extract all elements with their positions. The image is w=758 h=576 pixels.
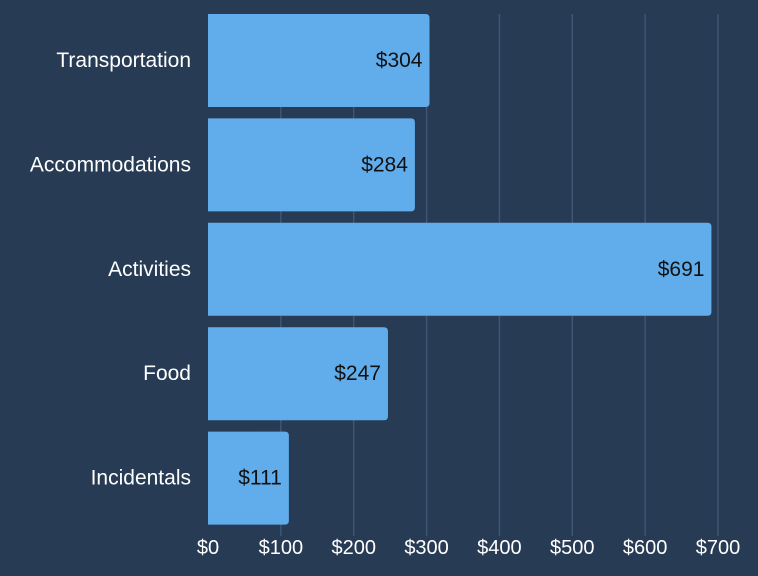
- value-label-incidentals: $111: [238, 467, 282, 490]
- x-tick-label: $0: [197, 537, 219, 559]
- category-label-food: Food: [143, 362, 191, 385]
- bar-accommodations: [208, 118, 415, 212]
- bars: [208, 14, 712, 525]
- value-labels: $304 $284 $691 $247 $111: [238, 49, 704, 490]
- x-tick-label: $200: [331, 537, 376, 559]
- category-label-transportation: Transportation: [56, 49, 191, 72]
- value-label-accommodations: $284: [361, 153, 408, 176]
- category-label-accommodations: Accommodations: [30, 153, 191, 176]
- category-label-activities: Activities: [108, 258, 191, 281]
- x-tick-label: $600: [623, 537, 668, 559]
- bar-food: [208, 327, 388, 421]
- x-tick-label: $500: [550, 537, 595, 559]
- bar-activities: [208, 222, 712, 316]
- value-label-food: $247: [334, 362, 381, 385]
- x-tick-label: $300: [404, 537, 449, 559]
- category-label-incidentals: Incidentals: [91, 467, 191, 490]
- bar-incidentals: [208, 431, 289, 525]
- value-label-transportation: $304: [376, 49, 423, 72]
- x-axis-ticks: $0 $100 $200 $300 $400 $500 $600 $700: [197, 537, 740, 559]
- x-tick-label: $700: [696, 537, 741, 559]
- bar-transportation: [208, 14, 430, 107]
- x-tick-label: $400: [477, 537, 522, 559]
- x-tick-label: $100: [259, 537, 304, 559]
- value-label-activities: $691: [658, 258, 705, 281]
- category-labels: Transportation Accommodations Activities Fo…: [30, 49, 191, 490]
